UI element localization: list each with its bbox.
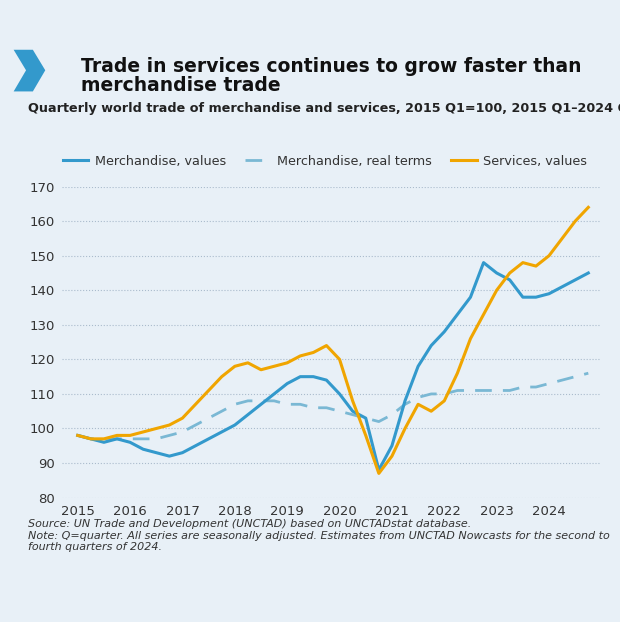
Text: Quarterly world trade of merchandise and services, 2015 Q1=100, 2015 Q1–2024 Q4: Quarterly world trade of merchandise and… [28,102,620,115]
Text: Note: Q=quarter. All series are seasonally adjusted. Estimates from UNCTAD Nowca: Note: Q=quarter. All series are seasonal… [28,531,609,552]
Text: Trade in services continues to grow faster than: Trade in services continues to grow fast… [81,57,581,77]
Text: Source: UN Trade and Development (UNCTAD) based on UNCTADstat database.: Source: UN Trade and Development (UNCTAD… [28,519,471,529]
Text: merchandise trade: merchandise trade [81,76,280,95]
Legend: Merchandise, values, Merchandise, real terms, Services, values: Merchandise, values, Merchandise, real t… [58,149,592,173]
